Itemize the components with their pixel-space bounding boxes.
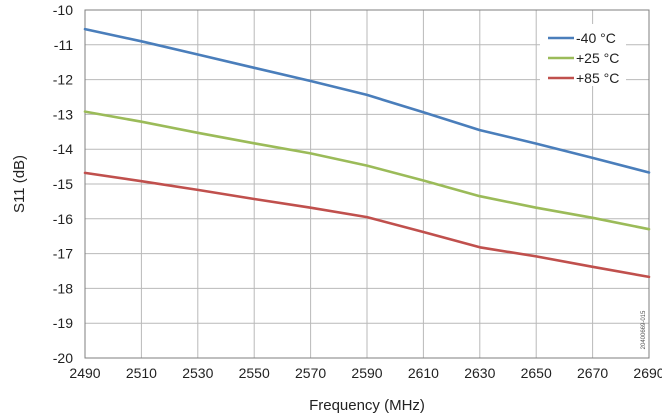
plot-border: [84, 9, 650, 359]
series-line-2: [83, 110, 651, 231]
x-tick-label: 2570: [295, 365, 326, 381]
legend-label: +85 °C: [576, 70, 619, 86]
x-tick-label: 2630: [464, 365, 495, 381]
y-tick-label: -18: [53, 280, 73, 296]
axes: 2490 2510 2530 2550 2570 2590 2610 2630 2650 2670…: [53, 2, 662, 381]
x-tick-label: 2650: [521, 365, 552, 381]
y-tick-label: -15: [53, 176, 73, 192]
legend-label: +25 °C: [576, 50, 619, 66]
series-group: [83, 27, 651, 279]
y-tick-label: -10: [53, 2, 73, 18]
y-tick-label: -17: [53, 246, 73, 262]
x-tick-label: 2510: [126, 365, 157, 381]
legend-label: -40 °C: [576, 30, 616, 46]
series-line-3: [83, 171, 651, 279]
x-tick-label: 2690: [633, 365, 662, 381]
x-tick-label: 2590: [351, 365, 382, 381]
figure-id-note: 20400669-015: [641, 310, 647, 349]
x-tick-label: 2490: [69, 365, 100, 381]
y-tick-label: -11: [54, 37, 73, 53]
x-tick-label: 2530: [182, 365, 213, 381]
y-tick-label: -20: [53, 350, 73, 366]
x-axis-title: Frequency (MHz): [309, 397, 425, 414]
y-tick-label: -14: [53, 141, 73, 157]
legend: -40 °C +25 °C +85 °C: [540, 24, 626, 86]
y-tick-label: -16: [53, 211, 73, 227]
x-tick-label: 2550: [239, 365, 270, 381]
legend-box: [540, 24, 626, 86]
y-tick-label: -13: [53, 106, 73, 122]
y-axis-title: S11 (dB): [11, 155, 28, 213]
axis-labels: Frequency (MHz) S11 (dB) 20400669-015: [11, 155, 647, 414]
x-tick-label: 2610: [408, 365, 439, 381]
x-tick-label: 2670: [577, 365, 608, 381]
series-line-1: [83, 27, 651, 174]
y-tick-label: -19: [53, 315, 73, 331]
y-tick-label: -12: [53, 72, 73, 88]
